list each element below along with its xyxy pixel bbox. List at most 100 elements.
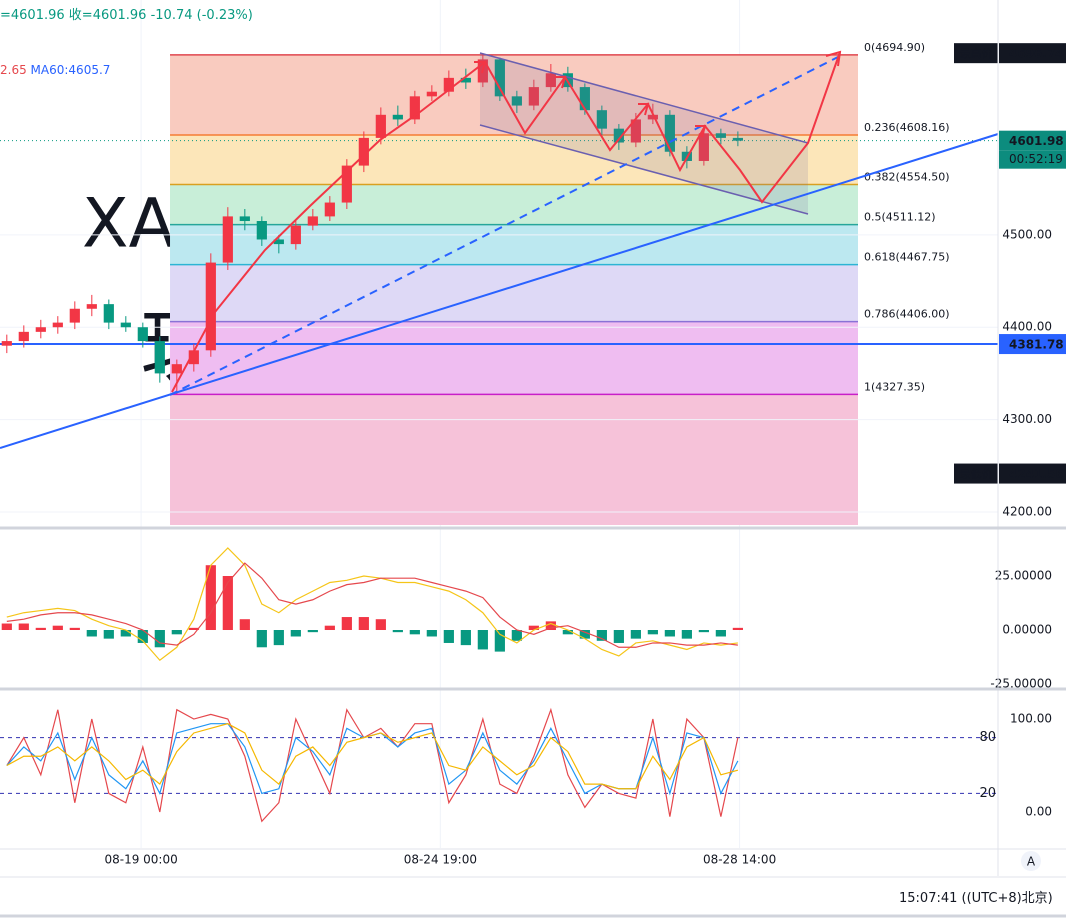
histogram-bar bbox=[494, 630, 505, 652]
scale-button[interactable]: A bbox=[1027, 855, 1036, 869]
histogram-bar bbox=[647, 630, 658, 635]
y-tick-label: 100.00 bbox=[1010, 712, 1052, 726]
clock: 15:07:41 ((UTC+8)北京) bbox=[899, 891, 1053, 906]
y-tick-label: -25.00000 bbox=[990, 677, 1052, 691]
histogram-bar bbox=[732, 627, 743, 631]
histogram-bar bbox=[681, 630, 692, 639]
candle-body bbox=[273, 239, 284, 245]
price-title: 最低价 bbox=[960, 468, 993, 481]
scale-button-bg[interactable] bbox=[1021, 851, 1041, 871]
candle-body bbox=[409, 96, 420, 120]
candle-body bbox=[664, 114, 675, 152]
histogram-bar bbox=[392, 630, 403, 633]
candle-body bbox=[222, 216, 233, 263]
fib-label: 0.236(4608.16) bbox=[864, 121, 950, 134]
histogram-bar bbox=[664, 630, 675, 637]
histogram-bar bbox=[460, 630, 471, 646]
candle-body bbox=[613, 128, 624, 143]
ma-legend-item: 2.65 bbox=[0, 63, 27, 77]
candle-body bbox=[596, 110, 607, 129]
fib-band bbox=[170, 224, 858, 265]
price-title: 最高价 bbox=[960, 46, 993, 60]
ma-legend-item: MA60:4605.7 bbox=[31, 63, 111, 77]
histogram-bar bbox=[545, 621, 556, 631]
histogram-bar bbox=[103, 630, 114, 639]
countdown: 00:52:19 bbox=[1009, 152, 1063, 166]
price-label: 4601.98 bbox=[1009, 134, 1064, 148]
candle-body bbox=[324, 202, 335, 217]
candle-body bbox=[443, 77, 454, 92]
candle-body bbox=[1, 341, 12, 346]
channel-top bbox=[479, 52, 809, 144]
fib-label: 0.382(4554.50) bbox=[864, 171, 950, 184]
candle-body bbox=[35, 327, 46, 332]
candle-body bbox=[528, 87, 539, 106]
ma-legend: 2.65 MA60:4605.7 bbox=[0, 63, 110, 77]
histogram-bar bbox=[1, 623, 12, 631]
level-label: 20 bbox=[979, 786, 996, 801]
candle-body bbox=[545, 73, 556, 88]
candle-body bbox=[341, 165, 352, 203]
price-title-box bbox=[954, 463, 998, 484]
fib-label: 0.786(4406.00) bbox=[864, 308, 950, 321]
price-label-box bbox=[999, 43, 1066, 64]
fib-label: 0(4694.90) bbox=[864, 41, 925, 54]
histogram-bar bbox=[443, 630, 454, 643]
x-tick-label: 08-19 00:00 bbox=[104, 853, 177, 867]
y-tick-label: 25.00000 bbox=[995, 569, 1052, 583]
indicator-line bbox=[6, 707, 739, 823]
y-tick-label: 4400.00 bbox=[1002, 320, 1052, 334]
candle-body bbox=[511, 96, 522, 106]
histogram-bar bbox=[256, 630, 267, 648]
candle-body bbox=[630, 119, 641, 143]
fib-band bbox=[170, 54, 858, 135]
trend-line bbox=[0, 133, 999, 449]
candle-body bbox=[86, 304, 97, 309]
y-tick-label: 0.00 bbox=[1025, 805, 1052, 819]
fib-label: 0.5(4511.12) bbox=[864, 211, 936, 224]
time: 15:07:41 bbox=[899, 891, 957, 906]
price-label: 4696.74 bbox=[1009, 47, 1064, 61]
candle-body bbox=[698, 133, 709, 161]
histogram-bar bbox=[511, 630, 522, 641]
candle-body bbox=[426, 91, 437, 97]
candle-body bbox=[205, 262, 216, 351]
fib-band bbox=[170, 321, 858, 395]
candle-body bbox=[103, 304, 114, 323]
candle-body bbox=[392, 114, 403, 120]
histogram-bar bbox=[715, 630, 726, 637]
channel-bottom bbox=[479, 124, 809, 215]
fib-band bbox=[170, 184, 858, 225]
histogram-bar bbox=[698, 630, 709, 633]
candle-body bbox=[52, 322, 63, 328]
candle-body bbox=[171, 364, 182, 374]
countdown-box bbox=[999, 150, 1066, 169]
y-tick-label: 0.00000 bbox=[1002, 623, 1052, 637]
histogram-bar bbox=[273, 630, 284, 646]
trend-line-dashed bbox=[169, 56, 839, 396]
price-label-box bbox=[999, 334, 1066, 355]
indicator-line bbox=[6, 547, 738, 662]
candle-body bbox=[579, 87, 590, 111]
histogram-bar bbox=[154, 630, 165, 648]
fib-label: 1(4327.35) bbox=[864, 380, 925, 393]
candle-body bbox=[307, 216, 318, 226]
channel-fill bbox=[480, 53, 808, 214]
arrow-head bbox=[638, 103, 650, 116]
histogram-bar bbox=[205, 565, 216, 631]
candle-body bbox=[715, 133, 726, 138]
candle-body bbox=[460, 77, 471, 83]
histogram-bar bbox=[528, 625, 539, 631]
timezone: ((UTC+8)北京) bbox=[962, 891, 1053, 906]
candle-body bbox=[732, 137, 743, 141]
histogram-bar bbox=[307, 630, 318, 633]
histogram-bar bbox=[290, 630, 301, 637]
arrow-head bbox=[474, 61, 487, 74]
legend-item: (-0.23%) bbox=[197, 8, 253, 23]
candle-body bbox=[375, 114, 386, 138]
candle-body bbox=[256, 221, 267, 240]
histogram-bar bbox=[341, 617, 352, 631]
histogram-bar bbox=[630, 630, 641, 639]
